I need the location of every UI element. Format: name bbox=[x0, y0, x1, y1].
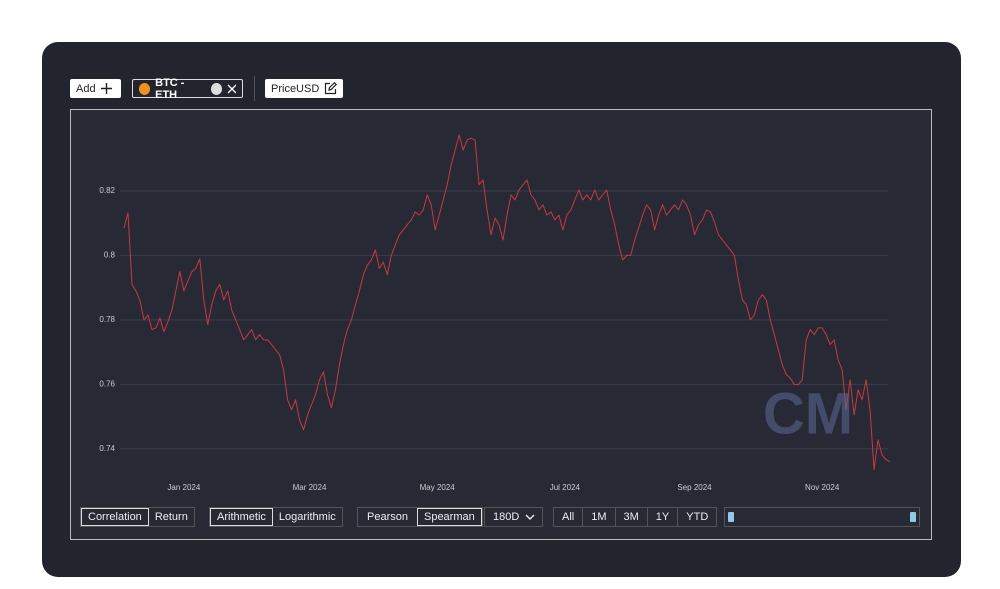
toggle-option[interactable]: Correlation bbox=[81, 508, 149, 526]
watermark: CM bbox=[763, 381, 853, 446]
separator bbox=[254, 76, 255, 101]
range-button[interactable]: All bbox=[562, 511, 575, 523]
chevron-icon bbox=[525, 514, 535, 520]
x-tick-label: Sep 2024 bbox=[677, 483, 712, 492]
data-line bbox=[123, 134, 891, 471]
measure-toggle: Correlation Return bbox=[80, 507, 195, 527]
range-button[interactable]: 1M bbox=[582, 508, 614, 526]
x-tick-label: Nov 2024 bbox=[805, 483, 840, 492]
slider-handle[interactable] bbox=[910, 512, 916, 522]
y-tick-label: 0.78 bbox=[99, 315, 115, 324]
eth-icon bbox=[210, 82, 222, 95]
btc-icon bbox=[139, 82, 151, 95]
toggle-option[interactable]: Arithmetic bbox=[210, 508, 273, 526]
toggle-option[interactable]: Pearson bbox=[367, 511, 408, 523]
pair-label: BTC - ETH bbox=[155, 76, 185, 101]
toggle-option[interactable]: Spearman bbox=[416, 508, 482, 526]
metric-label: PriceUSD bbox=[271, 82, 320, 95]
window-label: 180D bbox=[493, 511, 520, 523]
range-buttons: All 1M 3M 1Y YTD bbox=[553, 507, 718, 527]
add-label: Add bbox=[76, 82, 96, 95]
x-tick-label: May 2024 bbox=[420, 483, 456, 492]
close-icon[interactable] bbox=[227, 84, 236, 94]
range-slider[interactable] bbox=[724, 507, 920, 527]
y-tick-label: 0.74 bbox=[99, 444, 115, 453]
scale-toggle: Arithmetic Logarithmic bbox=[209, 507, 343, 527]
y-tick-label: 0.8 bbox=[104, 251, 116, 260]
toggle-option[interactable]: Return bbox=[154, 511, 188, 523]
method-toggle: Pearson Spearman bbox=[357, 507, 483, 527]
metric-button[interactable]: PriceUSD bbox=[265, 79, 343, 98]
pair-chip[interactable]: BTC - ETH bbox=[132, 76, 243, 101]
range-button[interactable]: 1Y bbox=[646, 508, 677, 526]
x-tick-label: Mar 2024 bbox=[293, 483, 327, 492]
add-button[interactable]: Add bbox=[70, 79, 121, 98]
plus-icon bbox=[100, 83, 112, 94]
toggle-option[interactable]: Logarithmic bbox=[278, 511, 336, 523]
range-button[interactable]: YTD bbox=[677, 508, 716, 526]
x-tick-label: Jul 2024 bbox=[550, 483, 581, 492]
edit-icon bbox=[325, 82, 337, 95]
window-dropdown[interactable]: 180D bbox=[484, 507, 543, 527]
slider-handle[interactable] bbox=[728, 512, 734, 522]
x-tick-label: Jan 2024 bbox=[167, 483, 200, 492]
range-button[interactable]: 3M bbox=[614, 508, 647, 526]
y-tick-label: 0.82 bbox=[99, 186, 115, 195]
y-tick-label: 0.76 bbox=[99, 379, 115, 388]
chart-frame bbox=[70, 109, 932, 540]
